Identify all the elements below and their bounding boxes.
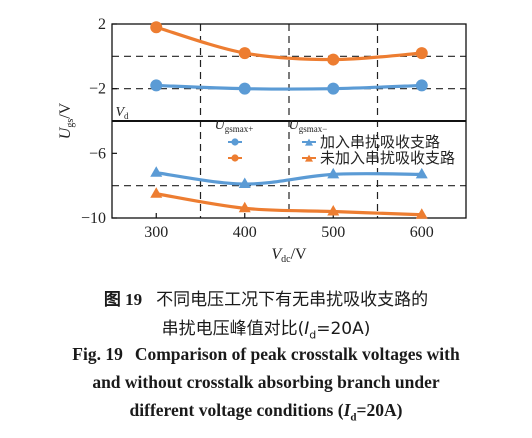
series-1-point-2 bbox=[327, 205, 340, 216]
x-tick-label-3: 600 bbox=[410, 224, 434, 241]
x-axis-label: Vdc/V bbox=[271, 246, 307, 265]
y-axis-label: Ugs/V bbox=[57, 102, 76, 139]
series-line-2 bbox=[154, 83, 424, 91]
legend-header-plus: Ugsmax+ bbox=[215, 118, 254, 134]
legend-header-plus-main: U bbox=[215, 118, 226, 133]
y-tick-label-1: −2 bbox=[89, 81, 106, 98]
series-1-point-0 bbox=[150, 187, 163, 198]
x-tick-label-1: 400 bbox=[233, 224, 257, 241]
series-0-point-0 bbox=[150, 166, 163, 177]
series-line-3 bbox=[154, 25, 424, 62]
x-tick-label-2: 500 bbox=[321, 224, 345, 241]
series-2-point-1 bbox=[238, 82, 251, 95]
series-0-point-2 bbox=[327, 167, 340, 179]
series-2-point-3 bbox=[415, 79, 428, 92]
series-0-point-3 bbox=[415, 167, 428, 179]
x-axis-label-unit: /V bbox=[291, 246, 307, 263]
series-0-point-1 bbox=[238, 177, 251, 189]
series-1-point-1 bbox=[238, 201, 251, 213]
x-axis-label-main: V bbox=[271, 246, 283, 263]
legend-marker-circle-0 bbox=[231, 138, 239, 146]
series-line-0 bbox=[154, 171, 424, 186]
series-1-point-3 bbox=[415, 208, 428, 219]
caption-en-text3-pre: different voltage conditions ( bbox=[129, 400, 344, 420]
legend-label-0: 加入串扰吸收支路 bbox=[320, 133, 440, 151]
legend-header-minus-main: U bbox=[289, 118, 300, 133]
caption-cn-text2-post: =20A) bbox=[316, 319, 371, 339]
caption-en-sub: d bbox=[350, 411, 357, 424]
series-2-point-0 bbox=[150, 79, 163, 92]
series-2-point-2 bbox=[327, 82, 340, 95]
plot-frame bbox=[111, 23, 467, 219]
caption-en-text1: Comparison of peak crosstalk voltages wi… bbox=[134, 344, 460, 364]
caption-cn-sub: d bbox=[309, 328, 317, 342]
series-3-point-3 bbox=[415, 47, 428, 60]
caption-en-figno: Fig. 19 bbox=[72, 344, 123, 364]
caption-cn-text1: 不同电压工况下有无串扰吸收支路的 bbox=[156, 290, 429, 310]
caption-cn-var: I bbox=[304, 319, 310, 339]
series-3-point-1 bbox=[238, 47, 251, 60]
legend-marker-circle-1 bbox=[231, 154, 239, 162]
caption-en-var: I bbox=[343, 400, 351, 420]
legend-header-plus-sub: gsmax+ bbox=[225, 124, 254, 134]
vd-label-main: V bbox=[115, 105, 125, 120]
vd-label-sub: d bbox=[124, 111, 129, 121]
legend-label-1: 未加入串扰吸收支路 bbox=[320, 149, 455, 167]
series-line-1 bbox=[154, 192, 424, 217]
caption-en-text3-post: =20A) bbox=[356, 400, 403, 420]
legend-header-minus-sub: gsmax− bbox=[299, 124, 328, 134]
caption-cn-figno: 图 19 bbox=[103, 290, 143, 309]
legend-header-minus: Ugsmax− bbox=[289, 118, 328, 134]
caption-en-line3: different voltage conditions (Id=20A) bbox=[0, 400, 532, 424]
caption-en-line1: Fig. 19 Comparison of peak crosstalk volt… bbox=[0, 344, 532, 365]
series-3-point-2 bbox=[327, 53, 340, 66]
caption-en-text2: and without crosstalk absorbing branch u… bbox=[92, 372, 440, 392]
legend-marker-triangle-0 bbox=[305, 138, 313, 146]
caption-cn-line1: 图 19 不同电压工况下有无串扰吸收支路的 bbox=[0, 285, 532, 310]
x-tick-label-0: 300 bbox=[144, 224, 168, 241]
y-axis-label-sub: gs bbox=[65, 119, 76, 128]
y-tick-label-2: −6 bbox=[89, 145, 106, 162]
y-axis-label-unit: /V bbox=[57, 102, 74, 118]
caption-en-line2: and without crosstalk absorbing branch u… bbox=[0, 372, 532, 393]
y-tick-label-3: −10 bbox=[81, 210, 106, 227]
vd-label: Vd bbox=[115, 105, 129, 121]
series-3-point-0 bbox=[150, 21, 163, 34]
y-axis-label-main: U bbox=[57, 126, 74, 139]
y-tick-label-0: 2 bbox=[98, 16, 106, 33]
x-axis-label-sub: dc bbox=[281, 254, 291, 265]
caption-cn-line2: 串扰电压峰值对比(Id=20A) bbox=[0, 314, 532, 341]
legend-marker-triangle-1 bbox=[305, 154, 313, 162]
caption-cn-text2-pre: 串扰电压峰值对比( bbox=[161, 319, 305, 339]
